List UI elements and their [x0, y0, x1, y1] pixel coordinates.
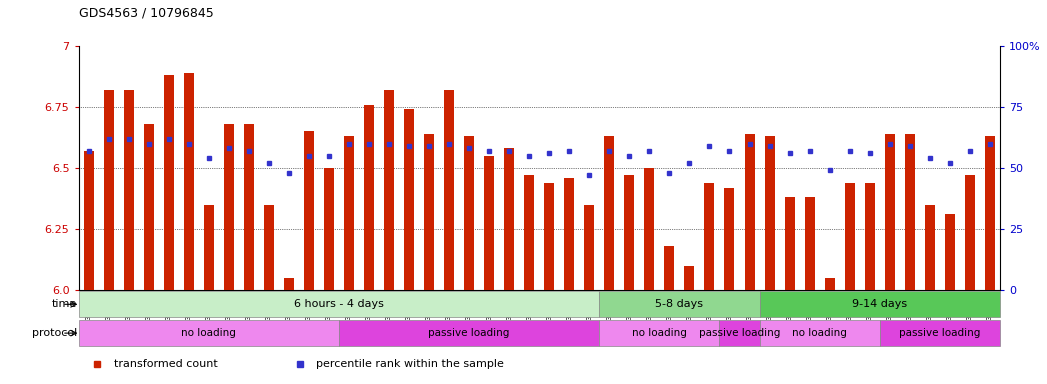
Bar	[544, 183, 554, 290]
Bar	[604, 136, 615, 290]
Bar	[885, 134, 895, 290]
Text: passive loading: passive loading	[899, 328, 980, 338]
Bar	[925, 205, 935, 290]
Text: transformed count: transformed count	[113, 359, 218, 369]
Bar	[705, 183, 714, 290]
Text: 6 hours - 4 days: 6 hours - 4 days	[294, 299, 384, 310]
Bar	[599, 291, 759, 317]
Text: 5-8 days: 5-8 days	[655, 299, 704, 310]
Text: protocol: protocol	[32, 328, 77, 338]
Bar	[744, 134, 755, 290]
Bar	[424, 134, 435, 290]
Bar	[725, 187, 735, 290]
Bar	[464, 136, 474, 290]
Bar	[104, 90, 113, 290]
Bar	[204, 205, 214, 290]
Text: no loading: no loading	[632, 328, 687, 338]
Bar	[404, 109, 414, 290]
Text: passive loading: passive loading	[428, 328, 510, 338]
Text: time: time	[52, 299, 77, 310]
Bar	[644, 168, 654, 290]
Bar	[84, 151, 93, 290]
Bar	[759, 320, 879, 346]
Bar	[804, 197, 815, 290]
Bar	[484, 156, 494, 290]
Bar	[599, 320, 719, 346]
Bar	[343, 136, 354, 290]
Text: percentile rank within the sample: percentile rank within the sample	[316, 359, 504, 369]
Bar	[264, 205, 274, 290]
Bar	[505, 149, 514, 290]
Bar	[965, 175, 975, 290]
Text: passive loading: passive loading	[698, 328, 780, 338]
Bar	[825, 278, 834, 290]
Bar	[845, 183, 854, 290]
Bar	[665, 246, 674, 290]
Bar	[304, 131, 314, 290]
Text: 9-14 days: 9-14 days	[852, 299, 908, 310]
Bar	[564, 178, 574, 290]
Bar	[324, 168, 334, 290]
Bar	[364, 104, 374, 290]
Bar	[163, 75, 174, 290]
Bar	[525, 175, 534, 290]
Bar	[284, 278, 294, 290]
Bar	[944, 214, 955, 290]
Text: no loading: no loading	[793, 328, 847, 338]
Bar	[719, 320, 759, 346]
Bar	[143, 124, 154, 290]
Text: no loading: no loading	[181, 328, 237, 338]
Bar	[124, 90, 134, 290]
Bar	[584, 205, 595, 290]
Bar	[384, 90, 394, 290]
Bar	[79, 320, 339, 346]
Bar	[624, 175, 634, 290]
Text: GDS4563 / 10796845: GDS4563 / 10796845	[79, 6, 214, 19]
Bar	[224, 124, 233, 290]
Bar	[79, 291, 599, 317]
Bar	[444, 90, 454, 290]
Bar	[764, 136, 775, 290]
Bar	[685, 266, 694, 290]
Bar	[339, 320, 599, 346]
Bar	[183, 73, 194, 290]
Bar	[879, 320, 1000, 346]
Bar	[985, 136, 995, 290]
Bar	[759, 291, 1000, 317]
Bar	[244, 124, 253, 290]
Bar	[865, 183, 874, 290]
Bar	[905, 134, 915, 290]
Bar	[784, 197, 795, 290]
